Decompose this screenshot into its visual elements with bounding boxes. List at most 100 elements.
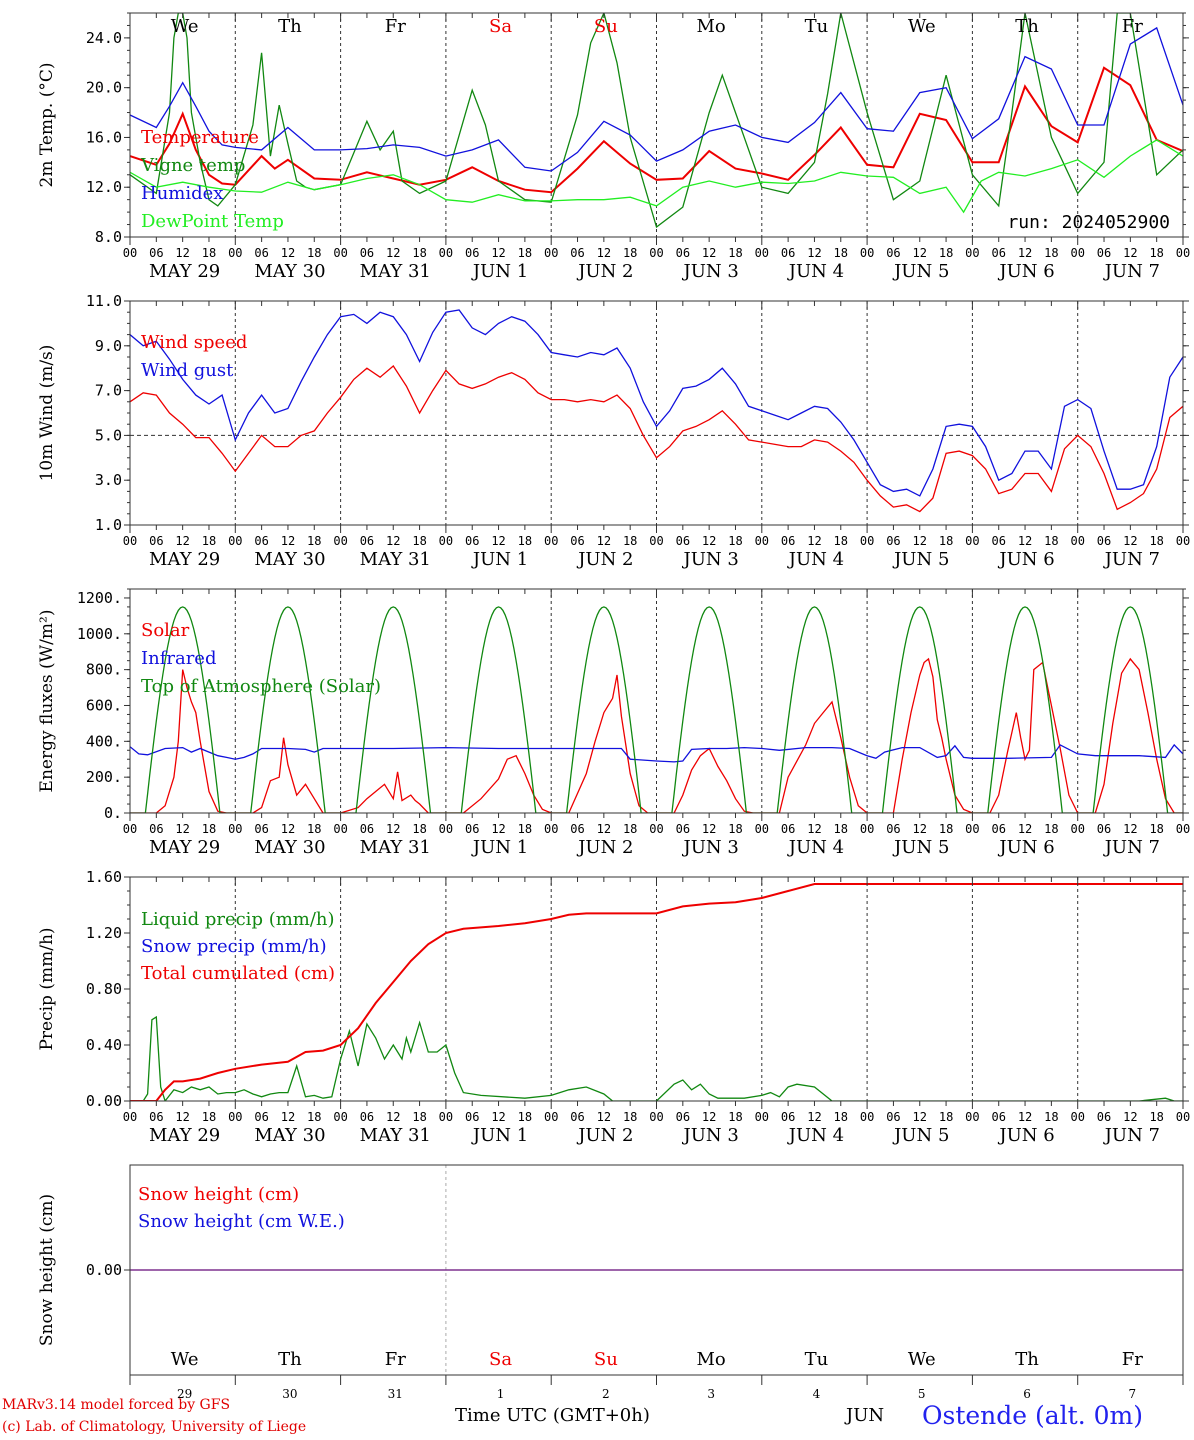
day-abbr-top: Th — [1015, 16, 1039, 37]
hour-tick-label: 06 — [1097, 822, 1111, 836]
date-label: MAY 29 — [149, 837, 220, 858]
hour-tick-label: 00 — [123, 246, 137, 260]
hour-tick-label: 00 — [649, 822, 663, 836]
hour-tick-label: 06 — [1097, 534, 1111, 548]
y-tick-label: 200. — [86, 768, 122, 786]
legend-top-of-atmosphere-solar-: Top of Atmosphere (Solar) — [141, 676, 381, 697]
hour-tick-label: 00 — [965, 822, 979, 836]
hour-tick-label: 06 — [149, 246, 163, 260]
hour-tick-label: 18 — [939, 246, 953, 260]
hour-tick-label: 06 — [991, 246, 1005, 260]
day-abbr-top: Sa — [489, 16, 512, 37]
date-label: MAY 30 — [254, 1125, 325, 1146]
hour-tick-label: 06 — [465, 822, 479, 836]
hour-tick-label: 06 — [360, 1110, 374, 1124]
y-tick-label: 1.0 — [95, 516, 122, 534]
day-abbr-top: Th — [278, 16, 302, 37]
date-label: JUN 5 — [892, 549, 949, 570]
hour-tick-label: 00 — [860, 534, 874, 548]
date-label: MAY 31 — [360, 549, 431, 570]
y-tick-label: 1.60 — [86, 868, 122, 886]
hour-tick-label: 12 — [1123, 822, 1137, 836]
y-tick-label: 3.0 — [95, 471, 122, 489]
hour-tick-label: 00 — [1070, 534, 1084, 548]
hour-tick-label: 18 — [412, 822, 426, 836]
hour-tick-label: 06 — [886, 246, 900, 260]
date-label: JUN 2 — [576, 837, 633, 858]
hour-tick-label: 00 — [544, 1110, 558, 1124]
y-axis-label: Precip (mm/h) — [37, 927, 57, 1050]
hour-tick-label: 18 — [1044, 822, 1058, 836]
hour-tick-label: 18 — [518, 534, 532, 548]
y-tick-label: 8.0 — [95, 228, 122, 246]
day-abbr-bottom: Tu — [805, 1349, 829, 1370]
series-line-dewpoint-temp — [130, 139, 1183, 214]
y-tick-label: 1000. — [77, 625, 122, 643]
hour-tick-label: 06 — [991, 1110, 1005, 1124]
hour-tick-label: 18 — [1044, 1110, 1058, 1124]
hour-tick-label: 12 — [491, 1110, 505, 1124]
hour-tick-label: 12 — [491, 246, 505, 260]
hour-tick-label: 06 — [676, 1110, 690, 1124]
hour-tick-label: 12 — [913, 246, 927, 260]
hour-tick-label: 06 — [1097, 1110, 1111, 1124]
legend-wind-speed: Wind speed — [141, 332, 247, 353]
hour-tick-label: 00 — [333, 822, 347, 836]
hour-tick-label: 18 — [202, 246, 216, 260]
hour-tick-label: 00 — [228, 246, 242, 260]
hour-tick-label: 00 — [123, 822, 137, 836]
model-credit: MARv3.14 model forced by GFS — [2, 1397, 231, 1413]
hour-tick-label: 18 — [202, 534, 216, 548]
date-label: MAY 31 — [360, 1125, 431, 1146]
hour-tick-label: 18 — [728, 1110, 742, 1124]
hour-tick-label: 06 — [991, 534, 1005, 548]
hour-tick-label: 12 — [175, 822, 189, 836]
hour-tick-label: 06 — [254, 246, 268, 260]
hour-tick-label: 00 — [860, 822, 874, 836]
hour-tick-label: 06 — [465, 534, 479, 548]
hour-tick-label: 00 — [439, 246, 453, 260]
plot-frame — [129, 12, 1184, 238]
hour-tick-label: 06 — [149, 822, 163, 836]
day-abbr-bottom: Sa — [489, 1349, 512, 1370]
day-abbr-bottom: Th — [1015, 1349, 1039, 1370]
hour-tick-label: 06 — [360, 534, 374, 548]
legend-humidex: Humidex — [141, 183, 223, 204]
hour-tick-label: 06 — [886, 822, 900, 836]
hour-tick-label: 18 — [939, 534, 953, 548]
day-abbr-bottom: Fr — [1122, 1349, 1143, 1370]
hour-tick-label: 12 — [386, 822, 400, 836]
hour-tick-label: 06 — [886, 534, 900, 548]
hour-tick-label: 00 — [123, 534, 137, 548]
hour-tick-label: 18 — [518, 1110, 532, 1124]
date-label: JUN 7 — [1103, 549, 1160, 570]
hour-tick-label: 12 — [175, 1110, 189, 1124]
hour-tick-label: 00 — [755, 822, 769, 836]
hour-tick-label: 06 — [149, 534, 163, 548]
hour-tick-label: 12 — [491, 534, 505, 548]
hour-tick-label: 12 — [1018, 822, 1032, 836]
plot-frame — [129, 300, 1184, 526]
y-axis-label: Snow height (cm) — [37, 1194, 57, 1346]
hour-tick-label: 00 — [1070, 1110, 1084, 1124]
hour-tick-label: 12 — [597, 246, 611, 260]
series-line-wind-gust — [130, 309, 1183, 497]
day-abbr-top: We — [171, 16, 199, 37]
hour-tick-label: 06 — [781, 1110, 795, 1124]
hour-tick-label: 18 — [1149, 534, 1163, 548]
day-abbr-top: Mo — [697, 16, 726, 37]
hour-tick-label: 18 — [412, 1110, 426, 1124]
date-label: JUN 1 — [471, 837, 528, 858]
y-tick-label: 0.80 — [86, 980, 122, 998]
hour-tick-label: 18 — [412, 246, 426, 260]
date-label: JUN 4 — [787, 837, 844, 858]
date-label: JUN 2 — [576, 261, 633, 282]
y-tick-label: 7.0 — [95, 382, 122, 400]
y-axis-label: Energy fluxes (W/m²) — [37, 610, 57, 793]
hour-tick-label: 12 — [913, 1110, 927, 1124]
date-label: MAY 31 — [360, 837, 431, 858]
hour-tick-label: 06 — [991, 822, 1005, 836]
day-number-label: 3 — [707, 1387, 715, 1401]
hour-tick-label: 06 — [254, 1110, 268, 1124]
